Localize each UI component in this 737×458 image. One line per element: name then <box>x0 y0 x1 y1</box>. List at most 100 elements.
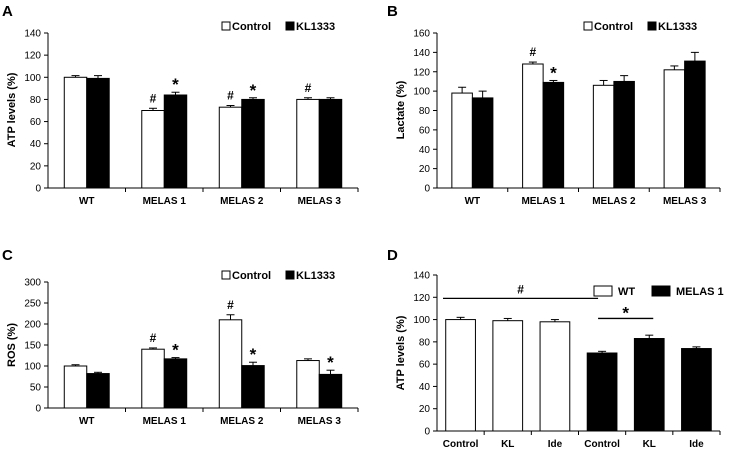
panel-b-y-tick-label: 60 <box>419 125 431 136</box>
panel-d-x-tick-label: Ide <box>548 439 563 450</box>
panel-d-y-axis-label: ATP levels (%) <box>395 315 407 390</box>
panel-a: A 0 20 40 60 80 100 120 140 ATP levels (%) WT MELA… <box>2 3 359 207</box>
panel-c-significance-mark: * <box>327 353 334 372</box>
panel-a-bar-control <box>141 110 165 189</box>
panel-c-significance-mark: # <box>227 298 234 312</box>
panel-d-y-tick-label: 80 <box>419 337 431 348</box>
panel-a-y-tick-label: 40 <box>30 139 42 150</box>
panel-d-y-tick-label: 140 <box>413 271 430 282</box>
panel-b-y-tick-label: 80 <box>419 106 431 117</box>
panel-d-legend-label: WT <box>618 286 635 298</box>
panel-c-legend-label: KL1333 <box>296 270 335 282</box>
panel-c-y-tick-label: 200 <box>24 320 41 331</box>
panel-d-bar <box>633 338 665 432</box>
panel-c: C 0 50 100 150 200 250 300 ROS (%) WT MELAS 1 # * ME… <box>2 247 359 427</box>
panel-d-y-tick-label: 40 <box>419 382 431 393</box>
panel-b-y-axis-label: Lactate (%) <box>395 80 407 139</box>
panel-b-x-tick-label: MELAS 3 <box>663 196 707 207</box>
panel-a-y-axis-label: ATP levels (%) <box>6 72 18 147</box>
panel-a-legend-swatch <box>285 21 295 31</box>
panel-b-bar-control <box>451 92 473 189</box>
panel-b-bar-treated <box>471 97 494 189</box>
panel-d: D 0 20 40 60 80 100 120 140 ATP levels (%) Contro… <box>387 247 724 450</box>
panel-a-significance-mark: # <box>150 91 157 105</box>
panel-b-legend-label: KL1333 <box>658 21 697 33</box>
panel-b: B 0 20 40 60 80 100 120 140 160 Lactate (%) WT MELA… <box>387 3 721 207</box>
panel-b-legend-swatch <box>647 21 657 31</box>
panel-b-bar-control <box>663 69 686 189</box>
panel-c-bar-control <box>218 319 243 409</box>
panel-c-significance-mark: # <box>150 331 157 345</box>
panel-a-bar-treated <box>86 77 110 189</box>
panel-b-bar-control <box>592 84 615 189</box>
panel-b-bar-treated <box>613 80 635 189</box>
panel-c-label: C <box>2 247 13 264</box>
panel-c-bar-treated <box>163 358 188 409</box>
panel-d-bar <box>445 319 476 432</box>
panel-b-y-tick-label: 40 <box>419 145 431 156</box>
panel-a-y-tick-label: 140 <box>24 29 41 40</box>
panel-c-x-tick-label: MELAS 3 <box>298 416 342 427</box>
panel-b-bar-control <box>522 63 544 189</box>
panel-c-significance-mark: * <box>250 345 257 364</box>
panel-b-legend-swatch <box>583 21 593 31</box>
panel-c-y-tick-label: 150 <box>24 341 41 352</box>
panel-c-y-tick-label: 250 <box>24 299 41 310</box>
panel-d-x-tick-label: Control <box>584 439 620 450</box>
panel-c-legend-label: Control <box>232 270 271 282</box>
panel-d-bar <box>539 321 571 432</box>
panel-d-x-tick-label: KL <box>501 439 514 450</box>
panel-b-y-tick-label: 120 <box>413 67 430 78</box>
panel-d-bar <box>681 348 712 432</box>
panel-c-legend-swatch <box>221 270 231 280</box>
panel-b-y-tick-label: 100 <box>413 87 430 98</box>
panel-d-significance-mark: # <box>517 282 524 296</box>
panel-d-legend-label: MELAS 1 <box>676 286 724 298</box>
panel-a-legend-label: KL1333 <box>296 21 335 33</box>
panel-c-y-tick-label: 100 <box>24 362 41 373</box>
panel-d-bar <box>492 320 524 432</box>
panel-a-label: A <box>2 3 13 20</box>
panel-c-bar-treated <box>318 373 343 409</box>
panel-a-legend-label: Control <box>232 21 271 33</box>
panel-c-x-tick-label: WT <box>79 416 95 427</box>
panel-d-y-tick-label: 0 <box>424 427 430 438</box>
panel-a-legend-swatch <box>221 21 231 31</box>
panel-c-y-tick-label: 50 <box>30 383 42 394</box>
panel-a-bar-control <box>296 98 320 189</box>
panel-b-significance-mark: # <box>530 45 537 59</box>
panel-c-y-axis-label: ROS (%) <box>6 323 18 367</box>
panel-c-bar-treated <box>86 373 110 409</box>
panel-a-bar-treated <box>163 94 188 189</box>
panel-a-x-tick-label: MELAS 3 <box>298 196 342 207</box>
panel-a-y-tick-label: 60 <box>30 117 42 128</box>
panel-a-y-tick-label: 100 <box>24 73 41 84</box>
panel-b-y-tick-label: 0 <box>424 184 430 195</box>
panel-c-significance-mark: * <box>172 341 179 360</box>
panel-a-significance-mark: # <box>227 89 234 103</box>
panel-d-y-tick-label: 100 <box>413 315 430 326</box>
panel-b-x-tick-label: MELAS 2 <box>592 196 636 207</box>
panel-a-bar-control <box>218 106 243 189</box>
panel-a-y-tick-label: 0 <box>35 184 41 195</box>
panel-c-y-tick-label: 300 <box>24 278 41 289</box>
panel-a-x-tick-label: MELAS 1 <box>143 196 187 207</box>
panel-b-label: B <box>387 3 398 20</box>
panel-a-y-tick-label: 80 <box>30 95 42 106</box>
panel-a-y-tick-label: 20 <box>30 161 42 172</box>
panel-d-x-tick-label: Control <box>443 439 479 450</box>
panel-a-significance-mark: * <box>250 81 257 100</box>
panel-a-bar-treated <box>241 98 265 189</box>
panel-b-y-tick-label: 140 <box>413 48 430 59</box>
panel-c-bar-control <box>63 365 88 409</box>
panel-d-significance-mark: * <box>622 303 629 322</box>
panel-b-y-tick-label: 160 <box>413 29 430 40</box>
panel-d-label: D <box>387 247 398 264</box>
panel-a-bar-treated <box>318 98 343 189</box>
panel-a-significance-mark: * <box>172 75 179 94</box>
panel-c-legend-swatch <box>285 270 295 280</box>
panel-d-y-tick-label: 120 <box>413 293 430 304</box>
panel-d-bar <box>586 352 618 432</box>
panel-d-x-tick-label: Ide <box>689 439 704 450</box>
panel-b-y-tick-label: 20 <box>419 164 431 175</box>
